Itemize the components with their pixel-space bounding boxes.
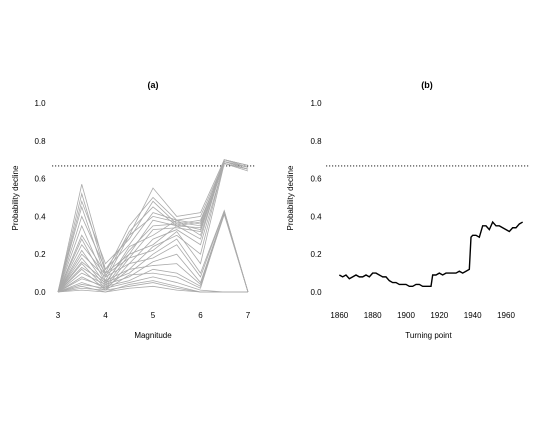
series-line-13 [57,161,249,293]
series-line-24 [57,285,248,293]
x-tick-label: 1960 [497,311,515,320]
y-tick-label: 0.8 [310,137,322,146]
x-tick-label: 6 [198,311,203,320]
x-tick-label: 1860 [330,311,348,320]
x-tick-label: 1880 [364,311,382,320]
series-line-21 [57,276,248,293]
y-tick-label: 0.6 [310,175,322,184]
y-axis-label: Probability decline [11,165,20,230]
series-line-14 [57,162,249,293]
y-tick-label: 1.0 [310,99,322,108]
y-axis-label: Probability decline [286,165,295,230]
x-tick-label: 5 [151,311,156,320]
x-tick-label: 4 [103,311,108,320]
x-tick-label: 1940 [464,311,482,320]
series-line-11 [57,163,249,293]
y-tick-label: 0.0 [34,288,46,297]
y-tick-label: 0.4 [34,212,46,221]
x-tick-label: 7 [246,311,251,320]
series-line-15 [57,209,249,293]
series-line [338,220,524,288]
y-tick-label: 0.2 [34,250,46,259]
y-tick-label: 0.8 [34,137,46,146]
x-tick-label: 1900 [397,311,415,320]
series-line-16 [57,209,249,293]
series-line-1 [57,159,249,293]
panel-title: (b) [421,80,433,90]
y-tick-label: 0.6 [34,175,46,184]
y-tick-label: 0.2 [310,250,322,259]
y-tick-label: 1.0 [34,99,46,108]
series-line-12 [57,159,249,293]
y-tick-label: 0.4 [310,212,322,221]
x-axis-label: Magnitude [134,331,172,340]
series-line-2 [57,161,249,293]
series-line-9 [57,159,249,293]
x-tick-label: 3 [56,311,61,320]
panel-a: (a) 0.0 0.2 0.4 0.6 0.8 1.0 3 4 5 6 7 Magnitude Proba… [11,80,256,340]
series-line-20 [57,211,249,293]
panel-b: (b) 0.0 0.2 0.4 0.6 0.8 1.0 1860 1880 1900 1920 194… [286,80,530,340]
x-tick-label: 1920 [430,311,448,320]
x-axis-label: Turning point [405,331,452,340]
y-tick-label: 0.0 [310,288,322,297]
panel-title: (a) [148,80,159,90]
series-line-5 [57,159,249,293]
